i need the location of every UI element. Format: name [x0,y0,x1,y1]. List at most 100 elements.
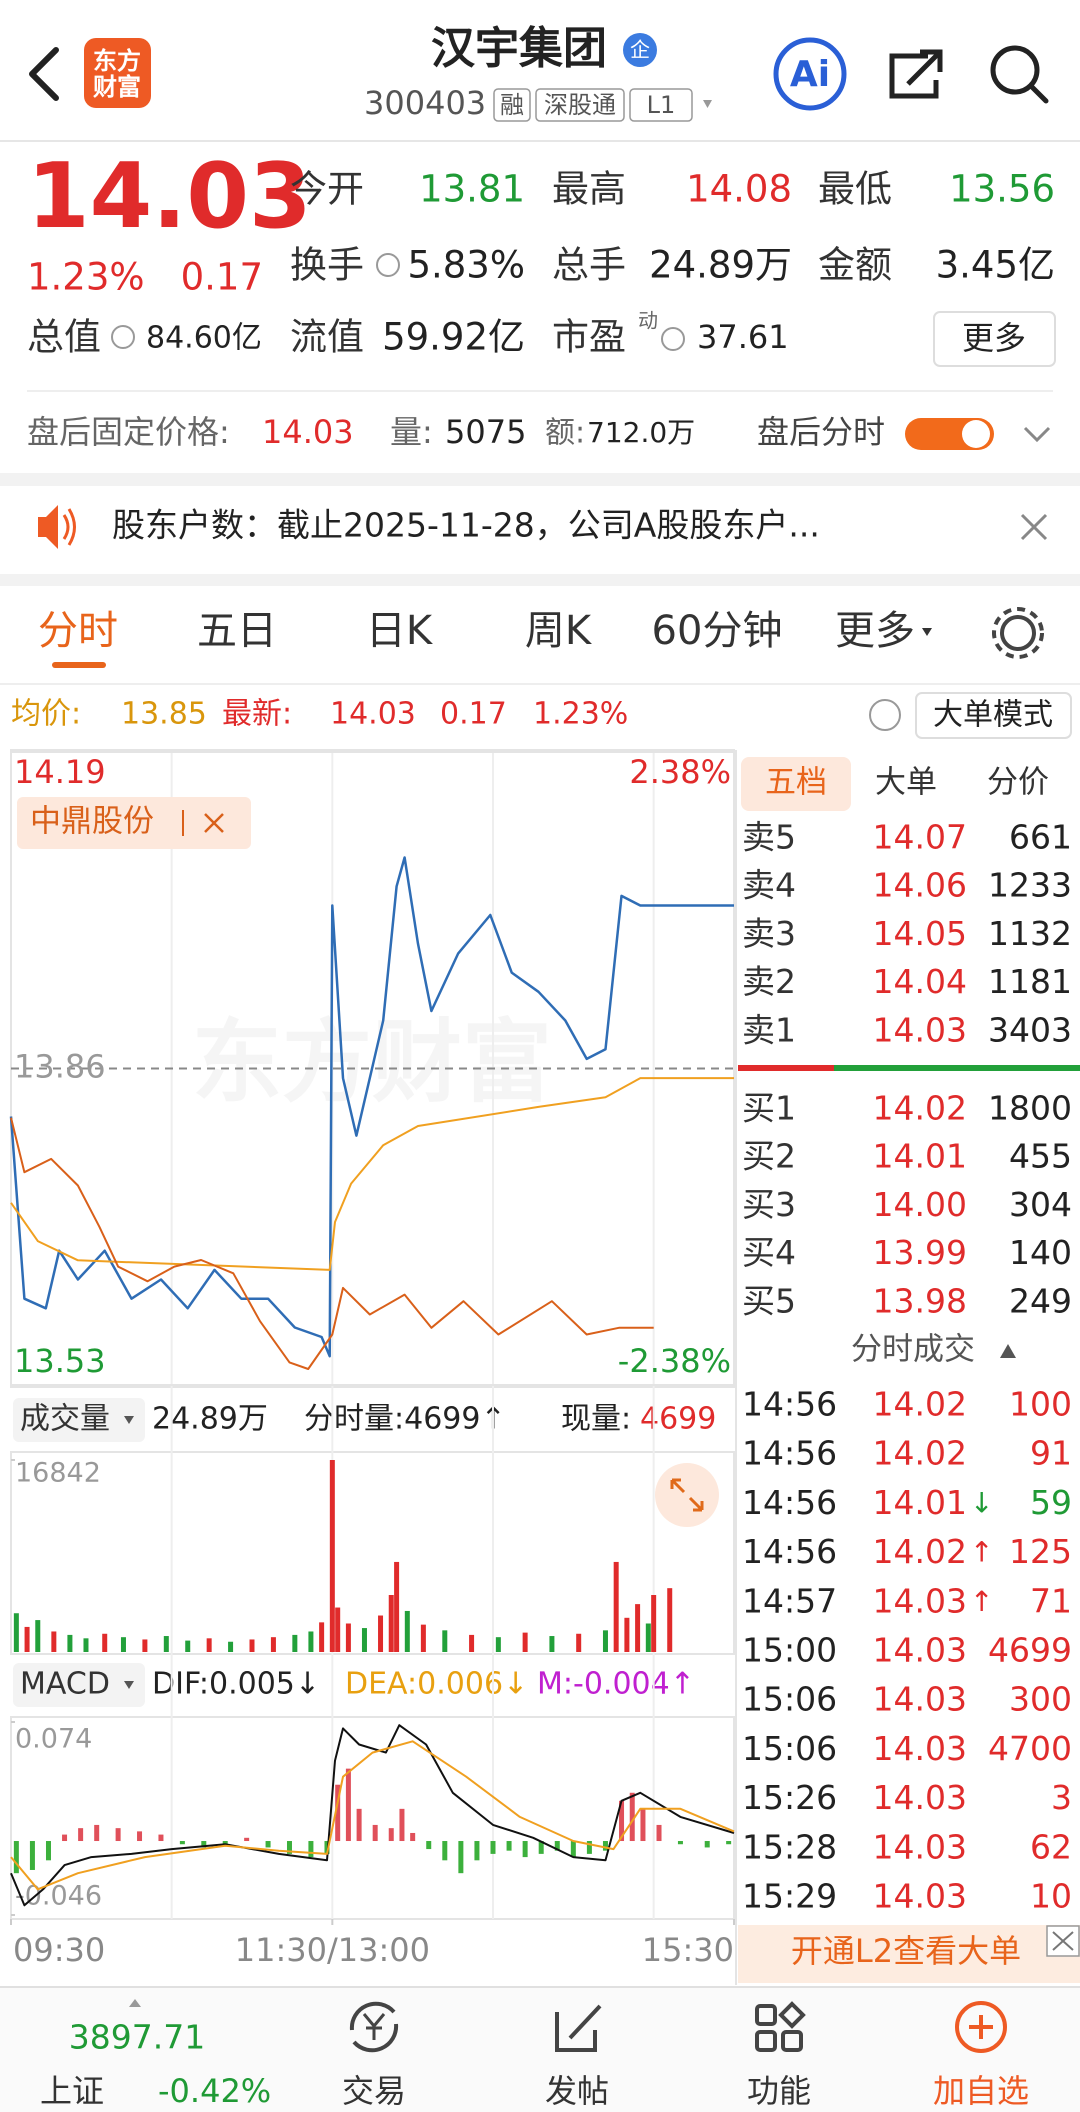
field-value: 24.89万 [649,244,792,287]
macd-bar [115,1828,121,1842]
info-icon[interactable] [661,327,685,351]
trade-volume: 59 [1030,1483,1072,1522]
chart-tab[interactable]: 日K [366,608,434,654]
function-icon[interactable] [755,2004,777,2026]
trade-price: 14.01 [873,1483,967,1522]
chart-tab[interactable]: 更多 [835,608,915,654]
volume-bar [624,1617,630,1652]
back-button[interactable] [29,47,59,101]
order-tab[interactable]: 大单 [875,765,937,801]
legend-box[interactable] [17,797,251,849]
post-icon[interactable] [555,2004,602,2052]
help-icon[interactable] [869,699,901,731]
x-tick-label: 09:30 [13,1931,105,1969]
mode-button[interactable] [915,692,1072,739]
volume-label[interactable]: 成交量 [20,1402,110,1437]
macd-bar [94,1824,100,1842]
macd-bar [410,1832,416,1842]
level-price: 14.04 [873,962,967,1001]
chart-tab[interactable]: 分时 [38,608,118,654]
more-button-label[interactable]: 更多 [962,319,1026,357]
avg-label: 均价: [11,697,81,732]
more-button[interactable] [933,311,1056,367]
ai-button[interactable] [773,37,847,111]
app-logo[interactable] [84,38,151,108]
settings-button[interactable] [1000,615,1036,651]
ai-label[interactable]: Ai [790,54,830,95]
tag: 深股通 [544,91,616,119]
field-label: 最低 [818,168,892,211]
trades-title[interactable]: 分时成交 [851,1332,975,1368]
l2-banner[interactable] [738,1925,1080,1983]
sort-arrow[interactable] [1000,1344,1016,1358]
volume-bar [442,1630,448,1652]
indicator-label[interactable]: MACD [20,1667,110,1702]
level-volume: 1800 [988,1089,1072,1128]
l2-banner-text[interactable]: 开通L2查看大单 [791,1932,1021,1970]
volume-bar [345,1623,351,1652]
share-button[interactable] [889,49,943,99]
macd-bar [677,1841,683,1845]
macd-bar [522,1841,528,1858]
add-icon [969,2015,993,2039]
volume-bar [329,1460,335,1652]
macd-bar [388,1828,394,1842]
last-price: 14.03 [27,144,312,249]
indicator-selector[interactable] [13,1663,145,1707]
dropdown-arrow[interactable] [703,100,712,108]
chart-tab[interactable]: 五日 [197,608,277,654]
volume-current: 分时量:4699↑ [304,1402,506,1437]
macd-bar [602,1841,608,1851]
expand-chevron[interactable] [1023,426,1051,443]
info-icon[interactable] [376,253,400,277]
nav-item[interactable]: 加自选 [933,2072,1029,2110]
info-icon[interactable] [111,325,135,349]
field-value: 59.92亿 [382,316,525,359]
macd-dea: DEA:0.006↓ [345,1667,528,1702]
level-label: 卖2 [742,962,796,1001]
volume-bar [51,1631,57,1652]
macd-bar [538,1841,544,1854]
macd-bar [629,1792,635,1842]
order-tab[interactable]: 五档 [765,765,827,801]
y-tick-label: -0.046 [15,1881,102,1912]
level-volume: 249 [1009,1281,1072,1320]
volume-bar [67,1634,73,1652]
legend-close[interactable] [204,813,224,833]
tag: 融 [500,91,524,119]
nav-item[interactable]: 交易 [342,2072,406,2110]
trade-time: 15:26 [742,1778,837,1817]
order-tab[interactable]: 分价 [987,765,1049,801]
search-button[interactable] [990,45,1040,95]
nav-item[interactable]: 发帖 [545,2072,609,2110]
field-value: 13.56 [949,168,1055,211]
trade-price: 14.02 [873,1532,967,1571]
volume-bar [613,1561,619,1652]
nav-item[interactable]: 功能 [747,2072,811,2110]
after-hours-label: 额: [545,416,585,451]
tag-box [493,88,531,122]
add-watchlist-icon[interactable] [955,2001,1007,2053]
volume-bar [645,1623,651,1652]
level-volume: 661 [1009,818,1072,857]
volume-bar [270,1637,276,1652]
volume-bar [13,1613,19,1652]
volume-bar [388,1594,394,1652]
notice-text[interactable]: 股东户数：截止2025-11-28，公司A股股东户... [112,506,820,545]
volume-bar [308,1631,314,1652]
trade-volume: 3 [1051,1778,1072,1817]
trade-time: 15:29 [742,1877,837,1916]
level-volume: 1181 [988,962,1072,1001]
expand-button[interactable] [655,1463,719,1527]
chart-tab[interactable]: 60分钟 [652,608,783,654]
mode-label[interactable]: 大单模式 [933,698,1053,733]
trade-icon[interactable] [349,2001,399,2053]
field-value: 37.61 [697,318,789,356]
change-amount: 0.17 [181,256,263,299]
settings-gear [992,607,1044,659]
trade-price: 14.03 [873,1729,967,1768]
volume-selector[interactable] [13,1398,145,1442]
latest-percent: 1.23% [533,697,628,732]
close-notice[interactable] [1020,513,1048,541]
chart-tab[interactable]: 周K [525,608,593,654]
